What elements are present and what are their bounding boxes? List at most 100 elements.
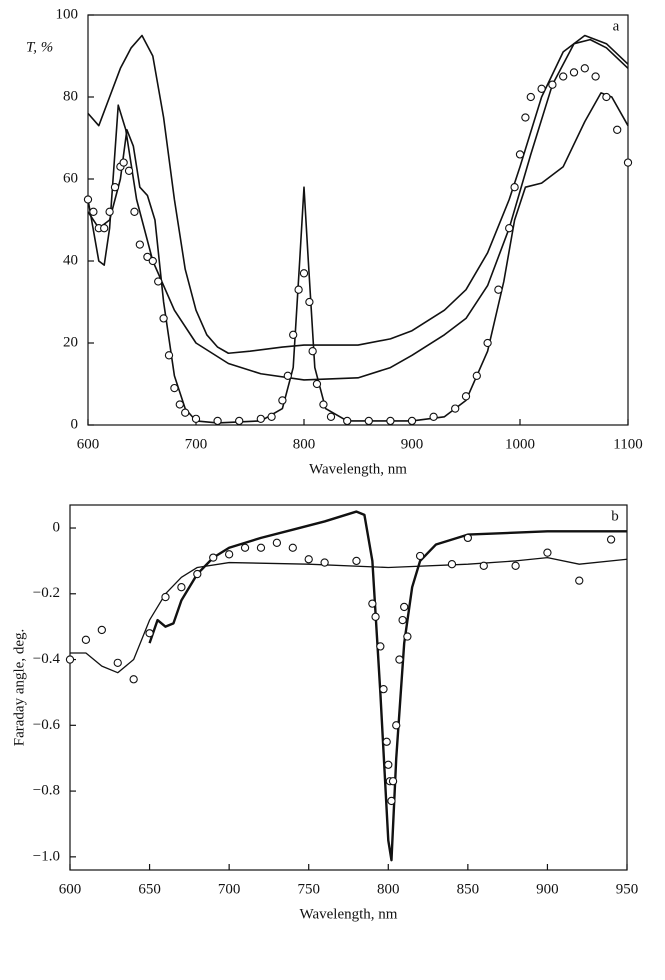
data-point — [479, 561, 488, 570]
data-point — [193, 569, 202, 579]
curve — [87, 92, 629, 424]
data-point — [110, 183, 120, 192]
y-axis-label: Faraday angle, deg. — [11, 629, 27, 746]
data-point — [606, 535, 616, 544]
data-point — [213, 416, 222, 426]
x-tick-label: 800 — [293, 436, 316, 452]
data-point — [543, 548, 552, 557]
data-point — [175, 400, 184, 409]
data-point — [145, 629, 154, 638]
data-point — [537, 84, 546, 93]
curve — [70, 556, 628, 674]
data-point — [392, 721, 401, 730]
x-axis-label: Wavelength, nm — [309, 461, 407, 477]
data-point — [288, 543, 297, 552]
data-point — [209, 553, 218, 562]
data-point — [483, 338, 492, 348]
data-point — [170, 383, 179, 393]
data-point — [613, 125, 622, 134]
data-point — [105, 207, 114, 216]
data-point — [364, 416, 373, 426]
data-point — [304, 555, 313, 564]
curve — [87, 34, 629, 355]
data-point — [511, 561, 520, 570]
data-point — [89, 207, 98, 216]
data-point — [235, 416, 244, 426]
data-point — [267, 412, 276, 421]
data-point — [461, 392, 471, 401]
data-point — [97, 625, 106, 635]
data-point — [320, 558, 329, 567]
y-axis-label: T, % — [26, 39, 53, 55]
x-tick-label: 900 — [536, 881, 559, 897]
data-point — [623, 158, 633, 167]
data-point — [559, 72, 568, 81]
data-point — [161, 592, 170, 602]
data-point — [548, 80, 557, 89]
y-tick-label: −0.2 — [33, 585, 60, 601]
data-point — [521, 113, 530, 122]
x-tick-label: 850 — [457, 881, 480, 897]
data-point — [403, 632, 412, 641]
y-tick-label: 60 — [63, 170, 78, 186]
data-point — [472, 371, 481, 380]
x-tick-label: 700 — [218, 881, 241, 897]
data-point — [368, 599, 377, 608]
data-point — [386, 416, 395, 426]
data-point — [278, 396, 287, 405]
x-tick-label: 1100 — [613, 436, 642, 452]
data-point — [580, 64, 589, 73]
y-tick-label: 40 — [63, 252, 78, 268]
data-point — [164, 351, 174, 360]
x-tick-label: 700 — [185, 436, 208, 452]
data-point — [143, 252, 152, 262]
data-point — [326, 412, 336, 421]
data-point — [382, 737, 391, 746]
data-point — [113, 658, 122, 667]
data-point — [191, 414, 201, 423]
data-point — [154, 277, 163, 286]
x-tick-label: 800 — [377, 881, 400, 897]
y-tick-label: 0 — [71, 416, 79, 432]
data-point — [371, 612, 380, 621]
data-point — [387, 796, 396, 806]
data-point — [463, 533, 473, 543]
data-point — [400, 602, 409, 612]
data-point — [81, 635, 91, 644]
data-point — [343, 416, 352, 426]
x-tick-label: 900 — [401, 436, 424, 452]
x-axis-label: Wavelength, nm — [300, 906, 398, 922]
plot-frame — [69, 504, 628, 871]
data-point — [224, 550, 234, 559]
data-point — [65, 655, 75, 664]
panel-label: b — [611, 508, 619, 524]
curve — [148, 510, 627, 862]
data-point — [591, 72, 600, 81]
plot-frame — [87, 14, 629, 426]
data-point — [240, 543, 250, 552]
data-point — [505, 224, 514, 233]
data-point — [130, 207, 139, 216]
data-point — [129, 675, 138, 684]
data-point — [100, 224, 109, 233]
data-point — [299, 269, 309, 278]
y-tick-label: 100 — [56, 6, 79, 22]
data-point — [376, 642, 385, 651]
data-point — [124, 166, 134, 175]
x-tick-label: 950 — [616, 881, 639, 897]
data-point — [395, 655, 404, 664]
data-point — [379, 684, 388, 694]
data-point — [159, 314, 168, 323]
data-point — [319, 400, 328, 409]
y-tick-label: −0.6 — [33, 717, 61, 733]
data-point — [602, 92, 611, 102]
data-point — [177, 583, 186, 592]
data-point — [148, 256, 157, 266]
data-point — [308, 347, 317, 356]
data-point — [305, 297, 314, 307]
data-point — [398, 615, 407, 625]
data-point — [447, 560, 457, 569]
data-point — [510, 183, 519, 192]
x-tick-label: 1000 — [505, 436, 535, 452]
